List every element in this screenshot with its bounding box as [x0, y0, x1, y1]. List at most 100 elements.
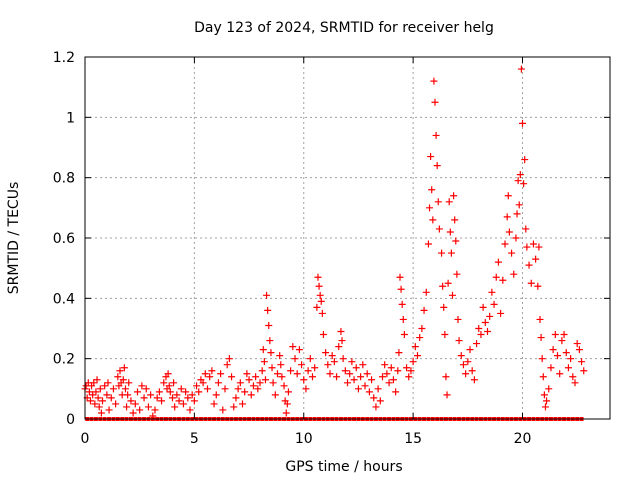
data-point-plus	[260, 358, 268, 366]
data-point-plus	[99, 397, 106, 405]
data-point-plus	[385, 379, 393, 387]
data-point-plus	[547, 364, 555, 372]
data-point-plus	[330, 358, 338, 366]
data-point-plus	[462, 370, 470, 378]
data-point-plus	[254, 385, 262, 393]
y-tick-label: 0.6	[53, 231, 75, 247]
data-point-plus	[269, 379, 277, 387]
data-point-plus	[387, 364, 395, 372]
data-point-plus	[551, 331, 559, 339]
data-point-plus	[90, 379, 98, 387]
data-point-plus	[432, 131, 440, 139]
data-point-plus	[515, 201, 523, 209]
data-point-plus	[350, 376, 358, 384]
data-point-plus	[517, 65, 525, 73]
data-point-plus	[354, 385, 362, 393]
data-point-plus	[268, 364, 276, 372]
y-tick-label: 0.4	[53, 291, 75, 307]
data-point-plus	[319, 331, 327, 339]
data-point-plus	[442, 373, 450, 381]
data-point-plus	[266, 337, 274, 345]
data-point-plus	[522, 225, 530, 233]
data-point-plus	[124, 391, 132, 399]
y-tick-label: 1.2	[53, 50, 75, 66]
data-point-plus	[484, 328, 491, 336]
data-point-plus	[503, 213, 511, 221]
data-point-plus	[450, 192, 458, 200]
data-point-plus	[424, 240, 432, 248]
data-point-plus	[454, 315, 462, 323]
data-point-plus	[459, 361, 467, 369]
data-point-plus	[204, 385, 211, 393]
data-point-plus	[317, 297, 325, 305]
data-point-plus	[558, 337, 566, 345]
data-point-plus	[453, 270, 461, 278]
data-point-plus	[352, 364, 360, 372]
data-point-plus	[430, 77, 438, 85]
data-point-plus	[147, 391, 155, 399]
data-point-plus	[179, 400, 187, 408]
data-point-plus	[499, 276, 507, 284]
data-point-plus	[545, 385, 553, 393]
data-point-plus	[357, 373, 365, 381]
data-point-plus	[258, 367, 266, 375]
data-point-plus	[314, 273, 322, 281]
data-point-plus	[225, 355, 233, 363]
data-point-plus	[177, 385, 185, 393]
data-point-plus	[501, 240, 509, 248]
data-point-plus	[428, 186, 436, 194]
data-point-plus	[473, 340, 481, 348]
data-point-plus	[374, 385, 382, 393]
data-point-plus	[434, 198, 442, 206]
data-point-plus	[173, 391, 181, 399]
data-point-plus	[287, 367, 295, 375]
data-point-plus	[326, 370, 334, 378]
data-point-plus	[116, 367, 124, 375]
data-point-plus	[328, 352, 336, 360]
y-tick-label: 1	[66, 110, 75, 126]
data-point-plus	[165, 382, 173, 390]
data-point-plus	[439, 282, 447, 290]
data-point-plus	[411, 343, 419, 351]
data-point-plus	[155, 388, 163, 396]
data-point-plus	[95, 403, 103, 411]
data-point-plus	[101, 382, 109, 390]
data-point-plus	[104, 379, 112, 387]
data-point-plus	[420, 306, 428, 314]
data-point-plus	[365, 388, 373, 396]
data-point-plus	[504, 192, 512, 200]
data-point-plus	[426, 204, 434, 212]
data-point-plus	[212, 391, 220, 399]
data-point-plus	[188, 391, 196, 399]
data-point-plus	[569, 373, 577, 381]
data-point-plus	[92, 388, 100, 396]
data-point-plus	[521, 156, 529, 164]
data-point-plus	[158, 397, 166, 405]
data-point-plus	[497, 309, 505, 317]
data-point-plus	[449, 291, 456, 299]
data-point-plus	[422, 288, 430, 296]
data-point-plus	[427, 153, 435, 161]
data-point-plus	[414, 352, 421, 360]
data-point-plus	[109, 385, 117, 393]
data-point-plus	[333, 373, 341, 381]
data-point-plus	[166, 388, 174, 396]
data-point-plus	[571, 379, 579, 387]
data-point-plus	[195, 388, 203, 396]
data-point-plus	[324, 361, 332, 369]
data-point-plus	[556, 370, 564, 378]
data-point-plus	[228, 373, 236, 381]
y-tick-label: 0.2	[53, 352, 75, 368]
data-point-plus	[127, 397, 135, 405]
data-point-plus	[416, 334, 424, 342]
y-axis-label: SRMTID / TECUs	[6, 182, 22, 295]
data-point-plus	[470, 376, 478, 384]
data-point-plus	[529, 240, 537, 248]
data-point-plus	[136, 406, 144, 414]
data-point-plus	[519, 119, 526, 127]
data-point-plus	[418, 325, 426, 332]
data-point-plus	[291, 355, 299, 363]
data-point-plus	[567, 355, 575, 363]
data-point-plus	[241, 388, 249, 396]
